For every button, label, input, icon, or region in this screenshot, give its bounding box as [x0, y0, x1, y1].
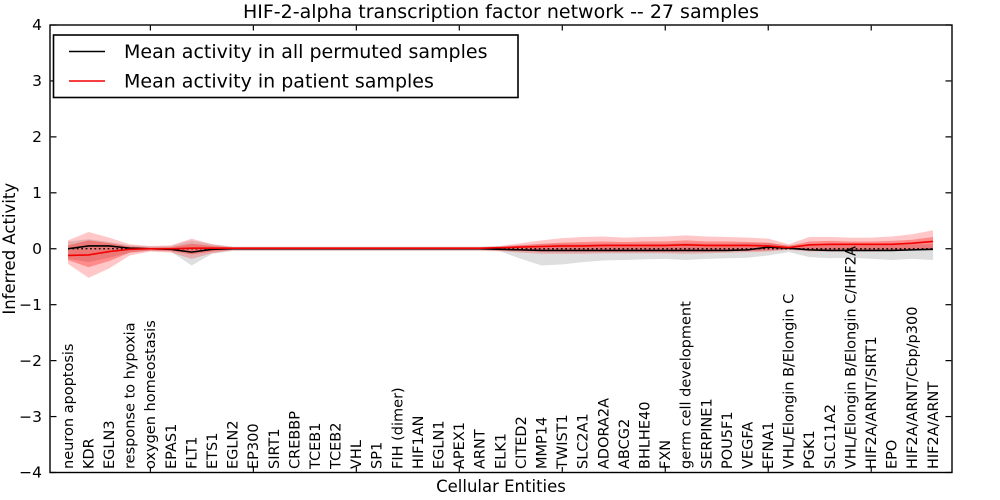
x-tick-label: EPO	[885, 440, 901, 469]
x-tick-label: EGLN3	[102, 420, 118, 469]
patient-mean-line	[67, 240, 934, 257]
y-tick-label: −3	[19, 408, 42, 426]
legend-item: Mean activity in all permuted samples	[69, 41, 487, 63]
x-tick-label: HIF2A/ARNT	[926, 382, 942, 469]
x-tick-label: VHL	[349, 440, 365, 469]
x-tick-label: SP1	[370, 442, 386, 469]
x-tick-label: ETS1	[205, 433, 221, 469]
x-tick-label: FIH (dimer)	[390, 387, 406, 469]
x-tick-label: MMP14	[534, 417, 550, 469]
x-tick-label: BHLHE40	[637, 402, 653, 469]
x-tick-label: SERPINE1	[699, 398, 715, 469]
plot-border	[49, 24, 953, 474]
x-tick-label: ABCG2	[617, 419, 633, 469]
series-lines	[67, 240, 934, 257]
x-tick-label: APEX1	[452, 422, 468, 469]
chart-title: HIF-2-alpha transcription factor network…	[243, 1, 759, 23]
x-tick-label: CREBBP	[287, 411, 303, 469]
legend-label-patient: Mean activity in patient samples	[124, 71, 434, 93]
x-tick-label: HIF2A/ARNT/SIRT1	[864, 336, 880, 469]
x-tick-label: TWIST1	[555, 414, 571, 470]
x-tick-label: oxygen homeostasis	[143, 320, 159, 469]
x-tick-label: VEGFA	[740, 422, 756, 469]
x-tick-label: KDR	[81, 438, 97, 469]
x-tick-label: SIRT1	[267, 428, 283, 469]
legend-item: Mean activity in patient samples	[69, 71, 434, 93]
x-tick-label: PGK1	[802, 430, 818, 469]
legend-box	[52, 34, 519, 99]
x-tick-label: response to hypoxia	[123, 322, 139, 469]
x-axis-label: Cellular Entities	[436, 477, 566, 496]
y-tick-label: 1	[32, 184, 42, 202]
x-tick-label: VHL/Elongin B/Elongin C	[782, 294, 798, 469]
x-tick-label: VHL/Elongin B/Elongin C/HIF2A	[843, 246, 859, 469]
x-tick-label: SLC2A1	[576, 413, 592, 469]
legend-label-permuted: Mean activity in all permuted samples	[124, 41, 487, 63]
axis-ticks	[50, 24, 952, 474]
x-tick-label: EGLN1	[432, 420, 448, 469]
x-tick-label: CITED2	[514, 416, 530, 469]
x-tick-label: EPAS1	[164, 424, 180, 469]
x-tick-label: ELK1	[493, 433, 509, 469]
x-tick-label: POU5F1	[720, 411, 736, 469]
y-tick-labels: 4 3 2 1 0 −1 −2 −3 −4	[19, 16, 42, 482]
y-tick-label: 4	[32, 16, 42, 34]
x-tick-label: EP300	[246, 423, 262, 469]
x-tick-label: neuron apoptosis	[61, 344, 77, 469]
x-tick-label: TCEB1	[308, 423, 324, 470]
x-category-labels: neuron apoptosis KDR EGLN3 response to hypo…	[61, 246, 942, 470]
y-tick-label: −2	[19, 352, 42, 370]
patient-range-inner-band	[68, 237, 933, 268]
y-tick-label: 2	[32, 128, 42, 146]
x-tick-label: TCEB2	[329, 423, 345, 470]
x-tick-label: EGLN2	[226, 420, 242, 469]
y-tick-label: −1	[19, 296, 42, 314]
patient-range-outer-band	[68, 230, 933, 278]
x-tick-label: FLT1	[184, 436, 200, 469]
x-tick-label: HIF2A/ARNT/Cbp/p300	[905, 307, 921, 469]
x-tick-label: EFNA1	[761, 422, 777, 470]
x-tick-label: SLC11A2	[823, 404, 839, 469]
y-tick-label: −4	[19, 464, 42, 482]
y-tick-label: 0	[32, 240, 42, 258]
x-tick-label: germ cell development	[679, 301, 695, 469]
range-bands	[68, 230, 933, 278]
x-tick-label: ADORA2A	[596, 398, 612, 469]
x-tick-label: HIF1AN	[411, 415, 427, 469]
x-tick-label: ARNT	[473, 429, 489, 469]
x-tick-label: FXN	[658, 440, 674, 469]
y-tick-label: 3	[32, 72, 42, 90]
y-axis-label: Inferred Activity	[0, 183, 19, 315]
legend: Mean activity in all permuted samples Me…	[52, 34, 519, 99]
